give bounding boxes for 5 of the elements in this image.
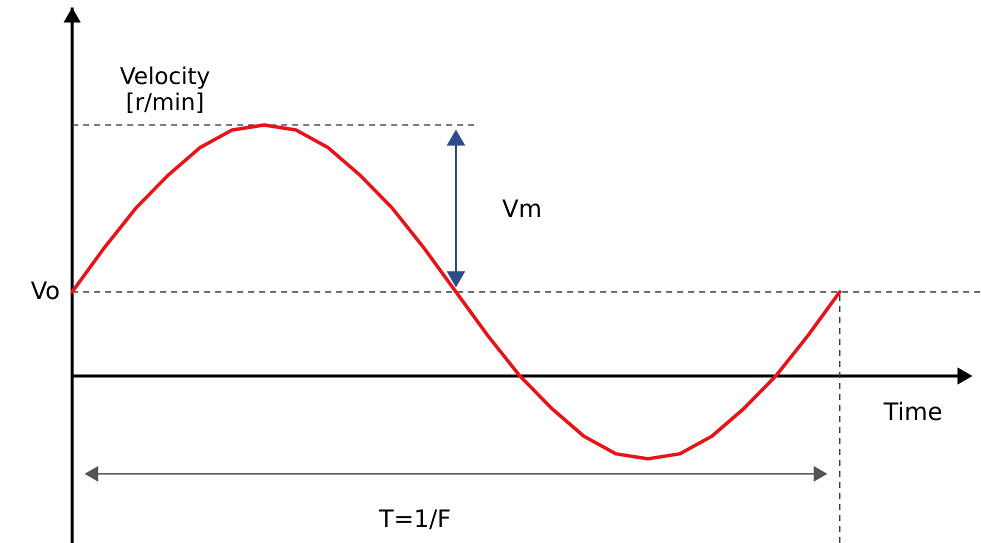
ref-line-label: Vo	[30, 276, 60, 305]
annotation: Vm	[502, 195, 542, 223]
x-axis-title: Time	[882, 398, 942, 426]
y-axis-title: Velocity [r/min]	[120, 64, 210, 116]
text: T=1/F	[378, 505, 451, 533]
